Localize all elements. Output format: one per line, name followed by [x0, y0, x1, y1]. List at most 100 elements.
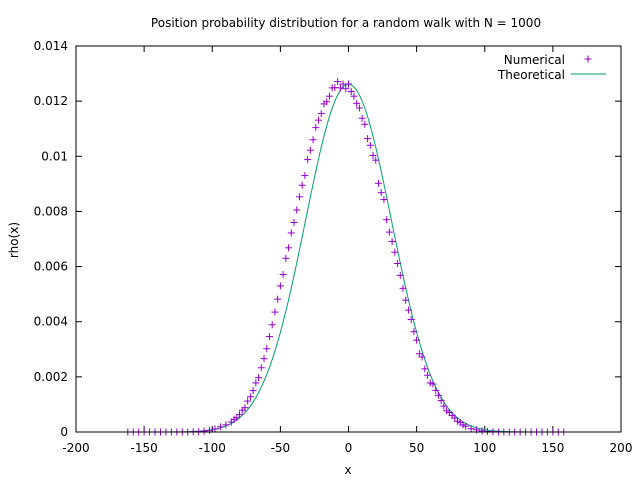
numerical-data-point [312, 124, 320, 132]
numerical-data-point [440, 402, 448, 410]
numerical-data-point [285, 244, 293, 252]
y-tick-label: 0.002 [34, 370, 68, 384]
y-tick-label: 0.01 [41, 149, 68, 163]
numerical-data-point [301, 172, 309, 180]
numerical-data-point [260, 355, 268, 363]
y-tick-label: 0 [60, 425, 68, 439]
numerical-data-point [353, 99, 361, 107]
numerical-data-point [361, 120, 369, 128]
numerical-data-point [399, 284, 407, 292]
x-tick-label: 50 [409, 441, 424, 455]
numerical-data-point [236, 411, 243, 419]
numerical-data-point [274, 295, 282, 303]
numerical-data-point [306, 146, 314, 154]
numerical-data-point [478, 427, 486, 435]
y-tick-label: 0.014 [34, 39, 68, 53]
numerical-data-point [350, 92, 358, 100]
x-tick-label: -150 [131, 441, 158, 455]
numerical-data-point [244, 397, 252, 405]
numerical-data-point [410, 328, 418, 336]
numerical-data-point [432, 386, 440, 394]
numerical-data-point [467, 425, 475, 433]
numerical-data-point [317, 110, 325, 118]
numerical-data-point [437, 397, 445, 405]
numerical-data-point [255, 374, 263, 382]
numerical-data-point [211, 425, 219, 433]
numerical-data-point [206, 426, 214, 434]
numerical-data-point [304, 156, 312, 164]
numerical-data-point [418, 353, 426, 361]
y-axis-label: rho(x) [7, 222, 21, 258]
numerical-data-point [380, 196, 388, 204]
numerical-data-point [407, 316, 415, 324]
x-tick-label: 200 [610, 441, 633, 455]
x-axis-label: x [344, 463, 351, 477]
numerical-data-point [388, 237, 396, 245]
legend-label-numerical: Numerical [504, 53, 565, 67]
y-tick-label: 0.004 [34, 315, 68, 329]
numerical-data-point [355, 104, 363, 112]
numerical-data-point [315, 116, 323, 124]
numerical-data-point [287, 229, 295, 237]
numerical-data-point [257, 364, 265, 372]
numerical-data-point [200, 427, 208, 435]
numerical-data-point [246, 393, 254, 401]
numerical-data-point [325, 92, 333, 100]
numerical-data-point [358, 114, 366, 122]
numerical-data-point [216, 423, 224, 431]
x-tick-label: -100 [199, 441, 226, 455]
numerical-data-point [252, 379, 260, 387]
numerical-data-point [265, 333, 273, 341]
numerical-data-point [282, 254, 290, 262]
numerical-data-point [290, 218, 298, 226]
numerical-data-point [383, 216, 391, 224]
numerical-data-point [385, 228, 393, 236]
numerical-data-point [222, 421, 230, 429]
x-tick-label: 150 [541, 441, 564, 455]
numerical-data-point [402, 296, 410, 304]
y-tick-label: 0.012 [34, 94, 68, 108]
numerical-data-point [404, 306, 412, 314]
numerical-data-point [271, 308, 279, 316]
numerical-data-point [279, 271, 287, 279]
x-tick-label: 100 [473, 441, 496, 455]
numerical-data-point [462, 422, 470, 430]
numerical-data-point [377, 189, 385, 197]
numerical-data-point [413, 336, 421, 344]
numerical-data-point [421, 365, 429, 373]
numerical-data-point [295, 193, 303, 201]
y-tick-label: 0.006 [34, 260, 68, 274]
numerical-data-point [263, 345, 271, 353]
numerical-data-point [345, 80, 352, 88]
plot-frame [75, 45, 622, 433]
chart-title: Position probability distribution for a … [151, 16, 541, 30]
numerical-data-point [249, 387, 257, 395]
numerical-data-point [369, 151, 377, 159]
numerical-data-point [366, 141, 374, 149]
numerical-data-point [268, 321, 276, 329]
y-tick-label: 0.008 [34, 204, 68, 218]
numerical-data-point [396, 271, 404, 279]
numerical-data-point [336, 84, 344, 92]
numerical-data-point [374, 179, 382, 187]
numerical-data-point [293, 206, 301, 214]
numerical-data-point [347, 87, 355, 95]
numerical-data-point [309, 136, 317, 144]
numerical-data-point [372, 156, 380, 164]
numerical-data-point [434, 391, 442, 399]
legend-label-theoretical: Theoretical [497, 68, 565, 82]
x-tick-label: 0 [345, 441, 353, 455]
x-tick-label: -50 [271, 441, 291, 455]
numerical-data-point [364, 135, 372, 143]
axis-ticks: -200 -150 -100 -50 0 50 100 150 200 0 0.002 0.004 0.… [34, 39, 633, 455]
x-tick-label: -200 [62, 441, 89, 455]
numerical-data-point [241, 404, 249, 412]
numerical-data-point [334, 78, 342, 86]
numerical-data-point [424, 371, 432, 379]
numerical-data-point [298, 181, 306, 189]
numerical-data-point [429, 380, 437, 388]
numerical-data-point [342, 85, 350, 93]
